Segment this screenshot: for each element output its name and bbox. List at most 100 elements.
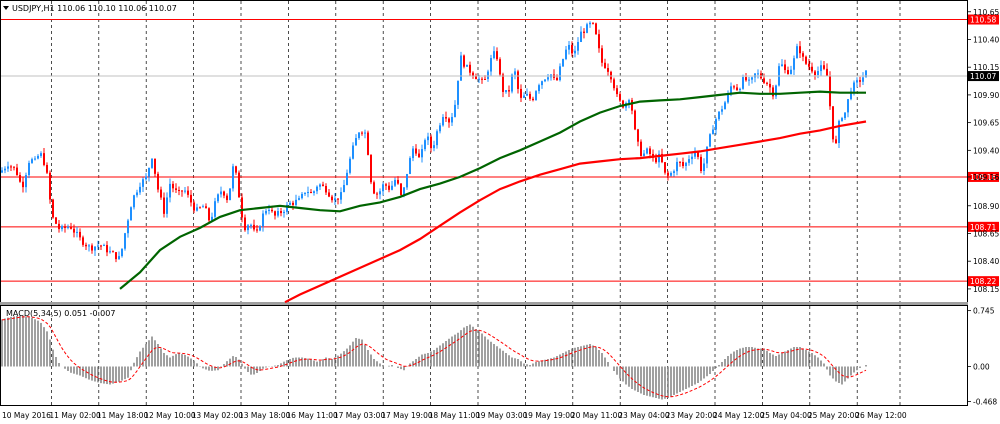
candle-body [565,49,567,59]
candle-body [112,251,114,253]
candle-body [361,132,363,134]
time-tick-label: 16 May 11:00 [286,411,338,420]
candle-body [16,167,18,176]
candle-body [181,190,183,192]
candle-body [802,53,804,57]
candle-body [616,88,618,95]
candle-body [511,74,513,92]
candle-body [196,207,198,211]
candle-body [244,217,246,231]
vertical-grid [51,1,901,405]
price-tick-label: 108.40 [973,257,999,266]
time-tick-label: 12 May 10:00 [144,411,196,420]
candle-body [406,173,408,188]
candle-body [355,138,357,146]
level-price-label: 109.16 [970,173,996,182]
candle-body [91,245,93,251]
candle-body [673,171,675,173]
candle-body [688,159,690,163]
candle-body [769,83,771,88]
candle-body [337,198,339,200]
price-pane[interactable] [0,0,968,303]
candle-body [454,104,456,117]
candle-body [115,252,117,260]
candle-body [391,185,393,190]
candle-body [775,85,777,97]
time-tick-label: 17 May 03:00 [334,411,386,420]
candle-body [205,206,207,209]
candle-body [328,192,330,197]
candle-body [697,151,699,157]
candle-body [421,149,423,158]
candle-body [301,193,303,199]
candle-body [394,179,396,186]
candle-body [469,64,471,73]
candle-body [184,190,186,192]
candle-body [307,192,309,194]
candle-body [64,226,66,228]
candle-body [358,132,360,139]
horizontal-levels[interactable]: 110.58 109.16 108.71 108.22 [1,14,999,287]
candle-body [592,22,594,24]
candle-body [427,136,429,141]
candle-body [385,184,387,186]
candle-body [25,175,27,188]
dropdown-triangle-icon[interactable] [3,6,9,10]
candle-body [343,184,345,193]
candle-body [577,42,579,51]
candle-body [685,162,687,167]
candle-body [331,196,333,201]
candle-body [1,170,3,173]
time-tick-label: 11 May 02:00 [49,411,101,420]
candle-body [418,153,420,158]
pane-separator[interactable] [0,302,968,305]
candle-body [433,145,435,149]
candle-body [208,208,210,221]
candle-body [442,117,444,126]
candle-body [367,132,369,155]
candle-body [757,73,759,75]
candle-body [67,226,69,228]
candle-body [601,48,603,63]
candle-body [22,181,24,188]
candle-body [793,58,795,70]
candle-body [772,87,774,97]
candle-body [682,161,684,167]
price-axis[interactable]: 110.65 110.40 110.15 109.90 109.65 109.40 109.… [967,8,999,294]
candle-body [490,58,492,72]
candle-body [31,159,33,163]
candle-body [238,172,240,198]
price-tick-label: 109.90 [973,91,999,100]
candle-body [13,166,15,168]
candle-body [409,158,411,174]
level-price-label: 110.58 [970,16,996,25]
candle-body [142,179,144,187]
price-tick-label: 110.65 [973,8,999,17]
candle-body [241,197,243,218]
candle-body [517,71,519,89]
candle-body [430,136,432,149]
time-tick-label: 13 May 18:00 [239,411,291,420]
candle-body [319,184,321,187]
candle-body [298,198,300,200]
candle-body [493,51,495,59]
candle-body [136,192,138,196]
candle-body [643,153,645,156]
candle-body [739,88,741,91]
candle-body [400,183,402,196]
macd-axis[interactable]: 0.745 0.00 -0.468 [967,307,997,407]
candle-body [376,193,378,195]
candle-body [862,77,864,82]
candle-body [556,77,558,81]
candle-body [124,233,126,249]
candle-body [79,231,81,238]
candle-body [502,74,504,92]
candle-body [694,151,696,157]
price-tick-label: 108.65 [973,229,999,238]
candle-body [97,245,99,247]
candle-body [727,93,729,103]
candle-body [76,231,78,233]
candle-body [679,161,681,163]
